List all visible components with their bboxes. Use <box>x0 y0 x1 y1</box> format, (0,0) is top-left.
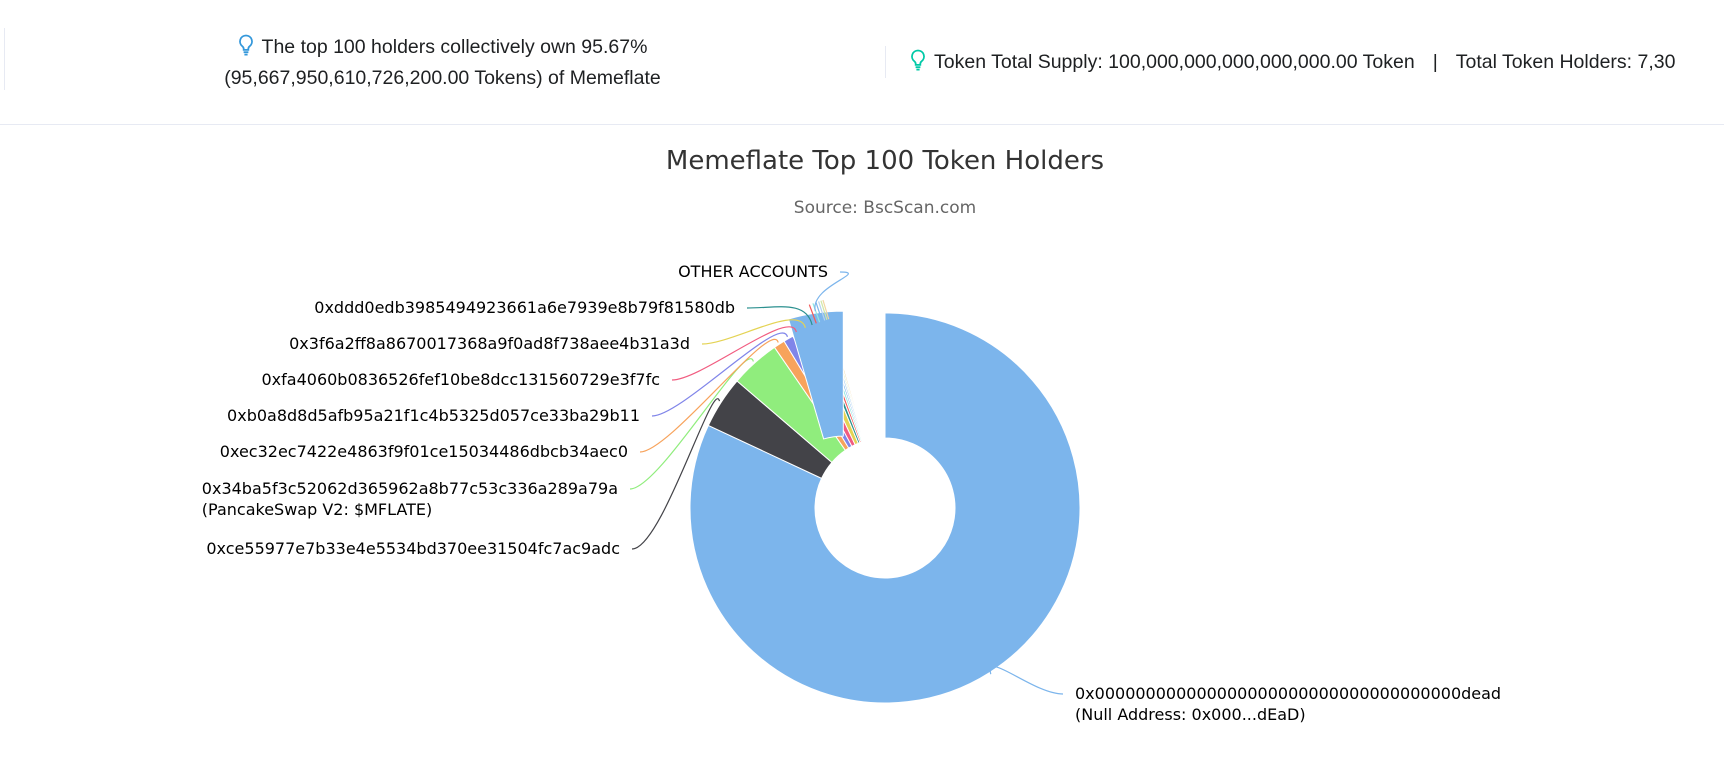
slice-label: 0x34ba5f3c52062d365962a8b77c53c336a289a7… <box>202 479 618 498</box>
slice-label-secondary: (Null Address: 0x000...dEaD) <box>1075 705 1306 724</box>
total-token-holders: Total Token Holders: 7,30 <box>1455 51 1676 73</box>
label-connector <box>814 271 849 312</box>
pie-slices <box>689 310 1081 704</box>
label-connector <box>701 319 806 345</box>
label-connector <box>812 303 821 323</box>
label-connector <box>808 304 817 324</box>
left-divider <box>4 28 5 90</box>
chart-title: Memeflate Top 100 Token Holders <box>666 146 1104 176</box>
slice-label: 0x3f6a2ff8a8670017368a9f0ad8f738aee4b31a… <box>289 334 690 353</box>
vertical-divider <box>885 46 886 78</box>
slice-label: 0xfa4060b0836526fef10be8dcc131560729e3f7… <box>262 370 661 389</box>
token-supply-line: Token Total Supply: 100,000,000,000,000,… <box>910 48 1675 76</box>
label-connectors <box>629 271 1064 695</box>
label-connector <box>820 300 828 320</box>
separator: | <box>1432 51 1438 73</box>
token-info-bar: The top 100 holders collectively own 95.… <box>0 0 1724 125</box>
label-connector <box>671 326 798 381</box>
top-holders-note-line1: The top 100 holders collectively own 95.… <box>205 32 680 63</box>
lightbulb-icon <box>238 34 253 56</box>
top-holders-note-line2: (95,667,950,610,726,200.00 Tokens) of Me… <box>224 67 661 89</box>
label-connector <box>818 301 826 321</box>
slice-label: 0xec32ec7422e4863f9f01ce15034486dbcb34ae… <box>220 442 628 461</box>
lightbulb-icon <box>911 49 925 71</box>
slice-label: OTHER ACCOUNTS <box>678 262 828 281</box>
label-connector <box>629 358 754 490</box>
label-connector <box>639 338 779 453</box>
label-connector <box>989 666 1064 695</box>
slice-label: 0xb0a8d8d5afb95a21f1c4b5325d057ce33ba29b… <box>227 406 640 425</box>
chart-subtitle: Source: BscScan.com <box>794 198 976 218</box>
pie-slice[interactable] <box>787 310 844 440</box>
holders-donut-chart: Memeflate Top 100 Token Holders Source: … <box>202 146 1501 724</box>
label-connector <box>631 398 721 550</box>
label-connector <box>815 302 823 322</box>
slice-label: 0xddd0edb3985494923661a6e7939e8b79f81580… <box>314 298 735 317</box>
slice-label: 0xce55977e7b33e4e5534bd370ee31504fc7ac9a… <box>206 539 620 558</box>
label-connector <box>651 332 789 417</box>
slice-labels: 0x000000000000000000000000000000000000de… <box>202 262 1501 724</box>
token-total-supply: Token Total Supply: 100,000,000,000,000,… <box>934 51 1415 73</box>
label-connector <box>746 306 813 326</box>
top-holders-note: The top 100 holders collectively own 95.… <box>205 32 680 94</box>
slice-label: 0x000000000000000000000000000000000000de… <box>1075 684 1501 703</box>
slice-label-secondary: (PancakeSwap V2: $MFLATE) <box>202 500 432 519</box>
label-connector <box>822 299 830 320</box>
holders-percent-text: The top 100 holders collectively own 95.… <box>261 36 648 58</box>
pie-slice[interactable] <box>689 312 1081 704</box>
